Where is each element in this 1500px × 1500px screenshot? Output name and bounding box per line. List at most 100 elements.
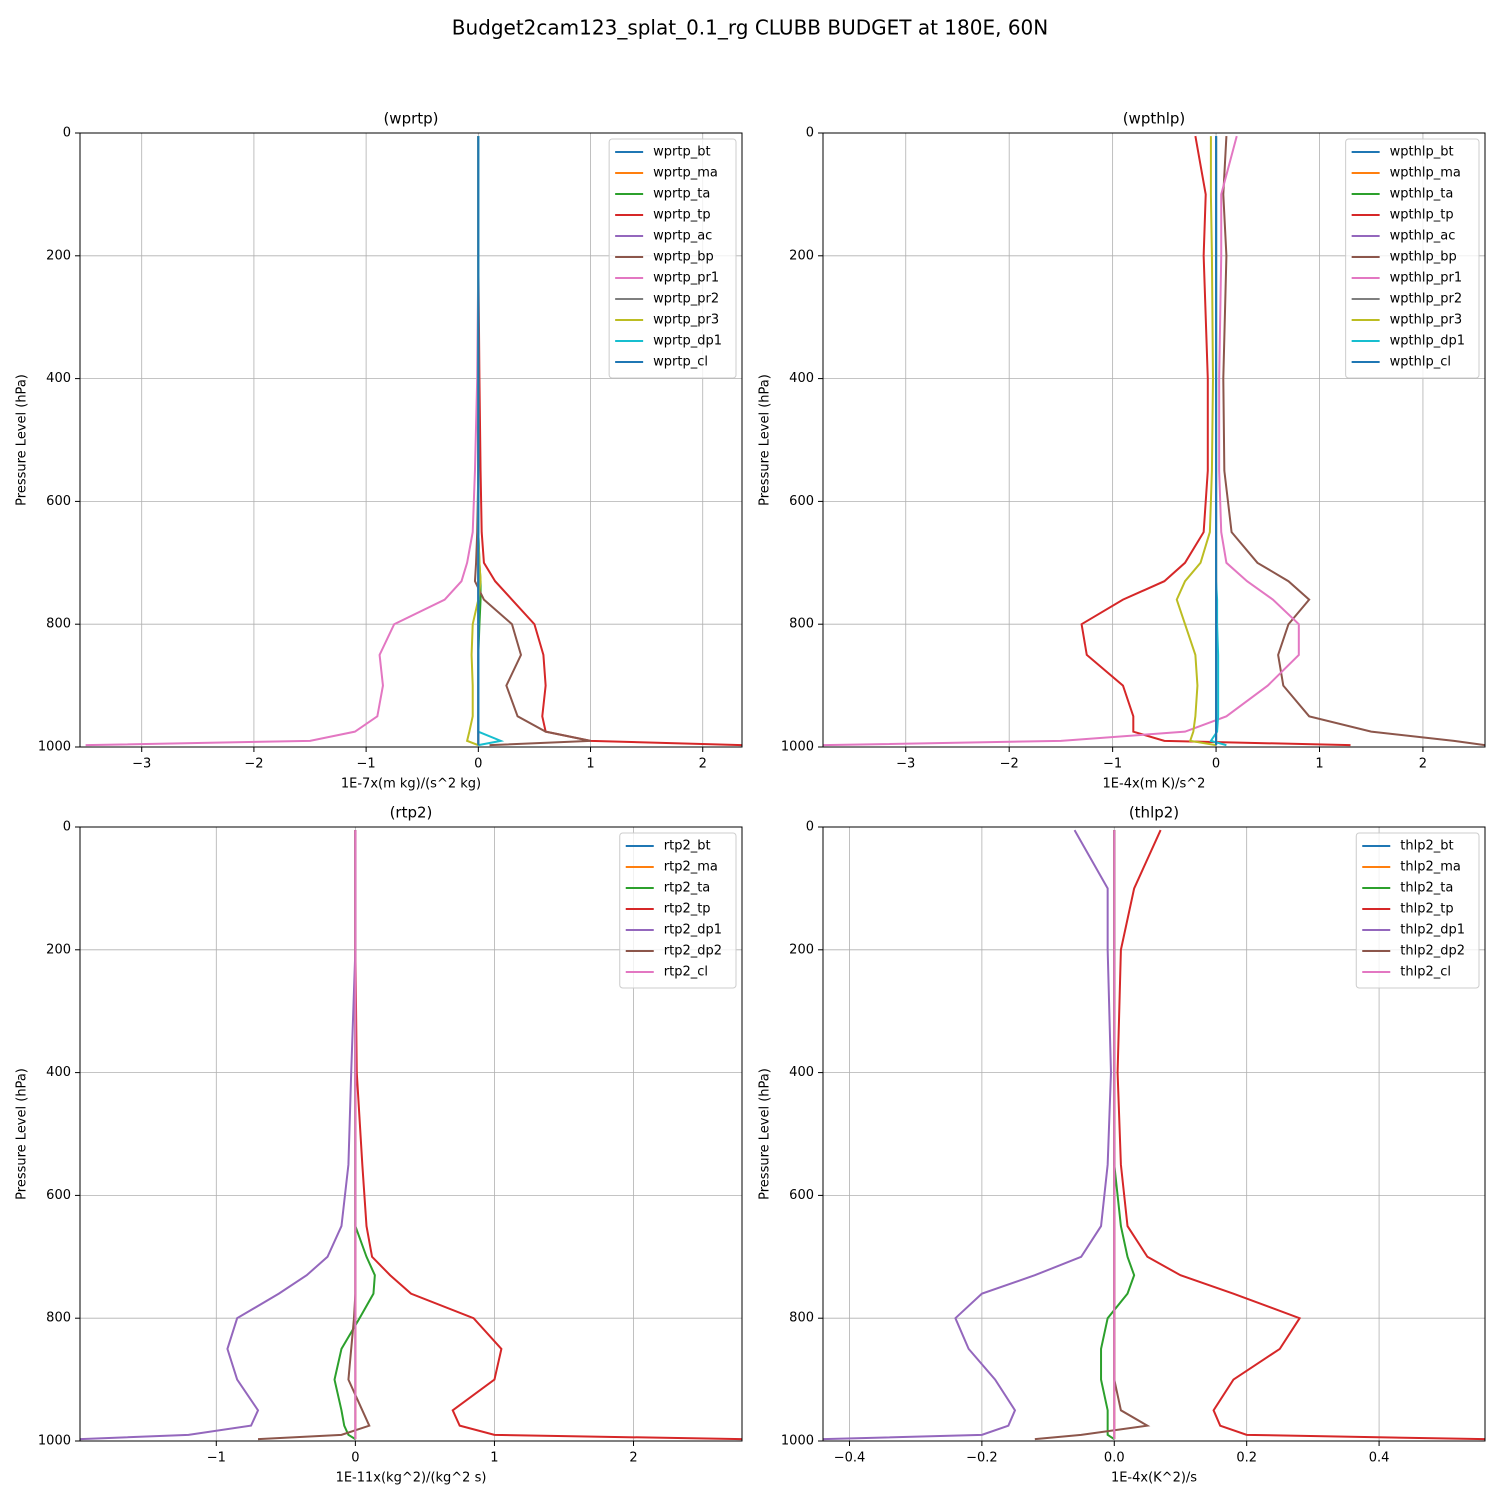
y-tick-label: 1000 xyxy=(38,740,71,755)
legend: thlp2_bt thlp2_ma thlp2_ta thlp2_tp thlp2_dp… xyxy=(1355,832,1480,989)
legend: wpthlp_bt wpthlp_ma wpthlp_ta wpthlp_tpwpth… xyxy=(1345,138,1480,379)
y-tick-label: 600 xyxy=(789,1188,814,1203)
legend-label: wprtp_bp xyxy=(653,250,714,265)
legend-label: rtp2_bt xyxy=(664,839,711,854)
series-line xyxy=(1222,136,1485,747)
y-tick-label: 800 xyxy=(789,617,814,632)
series-line xyxy=(823,135,1300,747)
plot-frame xyxy=(79,826,743,1442)
legend-box xyxy=(1345,138,1480,379)
legend-label: wpthlp_bt xyxy=(1390,145,1454,160)
x-tick-label: −0.4 xyxy=(834,1451,866,1466)
legend-label: wprtp_bt xyxy=(653,145,710,160)
y-tick-label: 0 xyxy=(806,126,814,141)
legend-label: thlp2_tp xyxy=(1400,902,1453,917)
legend-label: thlp2_ma xyxy=(1400,860,1461,875)
legend-label: rtp2_cl xyxy=(664,965,708,980)
series-line xyxy=(1116,829,1485,1441)
legend-label: rtp2_ma xyxy=(664,860,718,875)
x-tick-label: 1 xyxy=(490,1451,498,1466)
x-axis-label: 1E-7x(m kg)/(s^2 kg) xyxy=(341,777,481,792)
y-tick-label: 0 xyxy=(806,820,814,835)
x-tick-label: 0.2 xyxy=(1236,1451,1257,1466)
y-tick-label: 200 xyxy=(789,942,814,957)
legend-label: thlp2_dp2 xyxy=(1400,944,1465,959)
legend-label: wpthlp_cl xyxy=(1390,355,1451,370)
legend-label: wprtp_dp1 xyxy=(653,334,722,349)
x-tick-label: −1 xyxy=(207,1451,226,1466)
panel-title: (rtp2) xyxy=(390,804,433,822)
series-line xyxy=(473,136,591,747)
x-tick-label: 1 xyxy=(1315,757,1323,772)
legend-label: thlp2_dp1 xyxy=(1400,923,1465,938)
series-line xyxy=(1100,830,1136,1440)
legend-label: thlp2_ta xyxy=(1400,881,1453,896)
legend: wprtp_bt wprtp_ma wprtp_ta wprtp_tp wprtp_ac… xyxy=(608,138,737,379)
y-tick-label: 200 xyxy=(46,248,71,263)
y-tick-label: 800 xyxy=(46,1311,71,1326)
y-tick-label: 400 xyxy=(789,371,814,386)
legend-label: rtp2_ta xyxy=(664,881,711,896)
x-axis-label: 1E-4x(K^2)/s xyxy=(1111,1471,1197,1486)
legend-label: rtp2_dp2 xyxy=(664,944,722,959)
legend-label: wprtp_ac xyxy=(653,229,712,244)
legend-label: thlp2_bt xyxy=(1400,839,1453,854)
y-axis-label: Pressure Level (hPa) xyxy=(15,1068,30,1200)
legend-label: wprtp_ma xyxy=(653,166,718,181)
x-axis-label: 1E-4x(m K)/s^2 xyxy=(1103,777,1206,792)
x-tick-label: −3 xyxy=(896,757,915,772)
series-line xyxy=(823,829,1112,1441)
x-tick-label: 0.0 xyxy=(1104,1451,1125,1466)
x-tick-label: 2 xyxy=(699,757,707,772)
y-axis-label: Pressure Level (hPa) xyxy=(15,374,30,506)
y-tick-label: 400 xyxy=(46,371,71,386)
legend-label: rtp2_dp1 xyxy=(664,923,722,938)
x-tick-label: 2 xyxy=(1419,757,1427,772)
legend-label: wpthlp_tp xyxy=(1390,208,1454,223)
legend-label: thlp2_cl xyxy=(1400,965,1451,980)
plot-frame xyxy=(822,132,1486,748)
legend-label: wprtp_pr1 xyxy=(653,271,719,286)
series-line xyxy=(1034,830,1151,1441)
y-tick-label: 200 xyxy=(789,248,814,263)
y-tick-label: 600 xyxy=(789,494,814,509)
y-tick-label: 1000 xyxy=(781,740,814,755)
y-tick-label: 0 xyxy=(63,126,71,141)
x-tick-label: −1 xyxy=(357,757,376,772)
legend-box xyxy=(1355,832,1480,989)
series-line xyxy=(85,136,480,747)
x-tick-label: 0 xyxy=(351,1451,359,1466)
x-tick-label: 0.4 xyxy=(1369,1451,1390,1466)
legend-label: wprtp_tp xyxy=(653,208,710,223)
series-line xyxy=(257,830,371,1441)
series-line xyxy=(80,830,357,1441)
y-tick-label: 1000 xyxy=(38,1434,71,1449)
legend-label: rtp2_tp xyxy=(664,902,711,917)
y-tick-label: 600 xyxy=(46,1188,71,1203)
y-tick-label: 0 xyxy=(63,820,71,835)
legend-label: wprtp_pr2 xyxy=(653,292,719,307)
x-tick-label: −3 xyxy=(132,757,151,772)
series-line xyxy=(1080,135,1351,747)
legend-label: wpthlp_ma xyxy=(1390,166,1461,181)
y-axis-label: Pressure Level (hPa) xyxy=(758,1068,773,1200)
legend-label: wpthlp_pr2 xyxy=(1390,292,1462,307)
y-axis-label: Pressure Level (hPa) xyxy=(758,374,773,506)
y-tick-label: 200 xyxy=(46,942,71,957)
legend-box xyxy=(619,832,737,989)
plot-frame xyxy=(79,132,743,748)
plot-frame xyxy=(822,826,1486,1442)
series-line xyxy=(477,136,505,747)
legend-label: wprtp_cl xyxy=(653,355,708,370)
x-tick-label: −1 xyxy=(1103,757,1122,772)
legend-label: wprtp_ta xyxy=(653,187,710,202)
legend-label: wpthlp_dp1 xyxy=(1390,334,1465,349)
x-tick-label: −0.2 xyxy=(966,1451,998,1466)
series-line xyxy=(1175,136,1217,747)
y-tick-label: 600 xyxy=(46,494,71,509)
figure-title: Budget2cam123_splat_0.1_rg CLUBB BUDGET … xyxy=(452,16,1048,40)
panel-title: (thlp2) xyxy=(1129,804,1179,822)
legend-label: wpthlp_ta xyxy=(1390,187,1454,202)
x-tick-label: 1 xyxy=(586,757,594,772)
